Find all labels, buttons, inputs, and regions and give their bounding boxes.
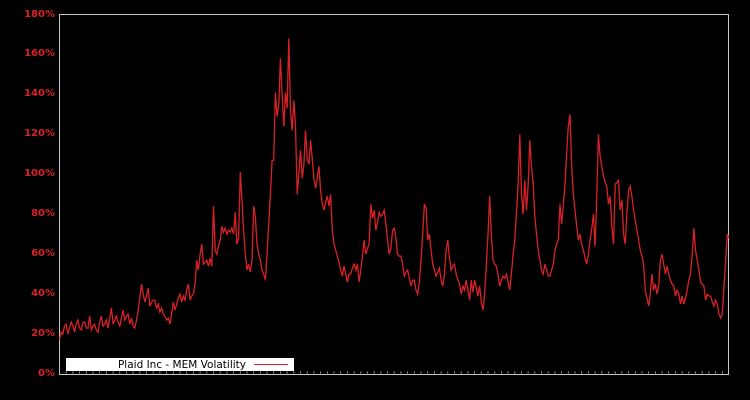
y-axis-tick-label: 180% — [24, 8, 55, 20]
plot-area-border — [59, 14, 729, 375]
y-axis-tick-label: 80% — [31, 208, 55, 220]
y-axis-tick-label: 20% — [31, 328, 55, 340]
y-axis-tick-label: 140% — [24, 88, 55, 100]
y-axis-tick-label: 0% — [38, 368, 55, 379]
y-axis-tick-label: 160% — [24, 48, 55, 60]
y-axis-tick-label: 40% — [31, 288, 55, 300]
y-axis-tick-label: 120% — [24, 128, 55, 140]
legend: Plaid Inc - MEM Volatility — [66, 358, 294, 371]
x-axis-minor-ticks — [59, 371, 723, 374]
legend-label: Plaid Inc - MEM Volatility — [117, 358, 246, 371]
y-axis-tick-label: 60% — [31, 248, 55, 260]
legend-line-sample-icon — [254, 364, 288, 365]
volatility-series-line — [58, 38, 730, 341]
y-axis-tick-label: 100% — [24, 168, 55, 180]
